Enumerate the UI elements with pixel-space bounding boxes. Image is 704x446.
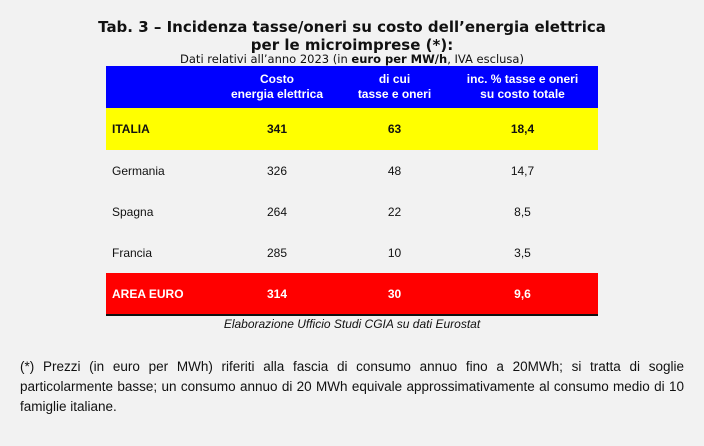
header-tasse: di cui tasse e oneri bbox=[357, 72, 432, 101]
cell-tasse: 10 bbox=[387, 245, 402, 260]
cell-costo: 341 bbox=[266, 122, 288, 136]
cell-incidenza: 14,7 bbox=[510, 163, 535, 178]
table-title: Tab. 3 – Incidenza tasse/oneri su costo … bbox=[98, 18, 606, 36]
cell-costo: 285 bbox=[266, 245, 288, 260]
row-label: Spagna bbox=[112, 204, 154, 219]
table-row: Germania 326 48 14,7 bbox=[106, 150, 598, 191]
header-costo: Costo energia elettrica bbox=[230, 72, 324, 101]
subtitle-text-end: , IVA esclusa) bbox=[447, 52, 524, 66]
table-subtitle: Dati relativi all’anno 2023 (in euro per… bbox=[0, 52, 704, 66]
table-header-row: Costo energia elettrica di cui tasse e one… bbox=[106, 66, 598, 108]
cell-tasse: 63 bbox=[387, 122, 402, 136]
table-row: Francia 285 10 3,5 bbox=[106, 232, 598, 273]
cell-costo: 314 bbox=[266, 286, 288, 301]
row-label: Francia bbox=[112, 245, 153, 260]
header-incidenza: inc. % tasse e oneri su costo totale bbox=[466, 72, 579, 101]
table-row-area-euro: AREA EURO 314 30 9,6 bbox=[106, 273, 598, 315]
data-table: Costo energia elettrica di cui tasse e one… bbox=[106, 66, 598, 316]
header-empty bbox=[106, 66, 212, 108]
row-label: ITALIA bbox=[112, 122, 150, 136]
row-label: Germania bbox=[112, 163, 165, 178]
source-note: Elaborazione Ufficio Studi CGIA su dati … bbox=[223, 317, 481, 331]
table-title-line2: per le microimprese (*): bbox=[250, 36, 454, 54]
cell-incidenza: 3,5 bbox=[514, 245, 531, 260]
table-row: Spagna 264 22 8,5 bbox=[106, 191, 598, 232]
table-row-italia: ITALIA 341 63 18,4 bbox=[106, 108, 598, 150]
subtitle-text: Dati relativi all’anno 2023 (in bbox=[180, 52, 352, 66]
cell-tasse: 48 bbox=[387, 163, 402, 178]
cell-tasse: 22 bbox=[387, 204, 402, 219]
cell-incidenza: 18,4 bbox=[510, 122, 535, 136]
cell-incidenza: 9,6 bbox=[514, 286, 531, 301]
cell-incidenza: 8,5 bbox=[514, 204, 531, 219]
footnote: (*) Prezzi (in euro per MWh) riferiti al… bbox=[20, 359, 684, 414]
row-label: AREA EURO bbox=[112, 286, 184, 301]
subtitle-unit: euro per MW/h bbox=[351, 52, 448, 66]
cell-costo: 326 bbox=[266, 163, 288, 178]
cell-costo: 264 bbox=[266, 204, 288, 219]
cell-tasse: 30 bbox=[387, 286, 402, 301]
